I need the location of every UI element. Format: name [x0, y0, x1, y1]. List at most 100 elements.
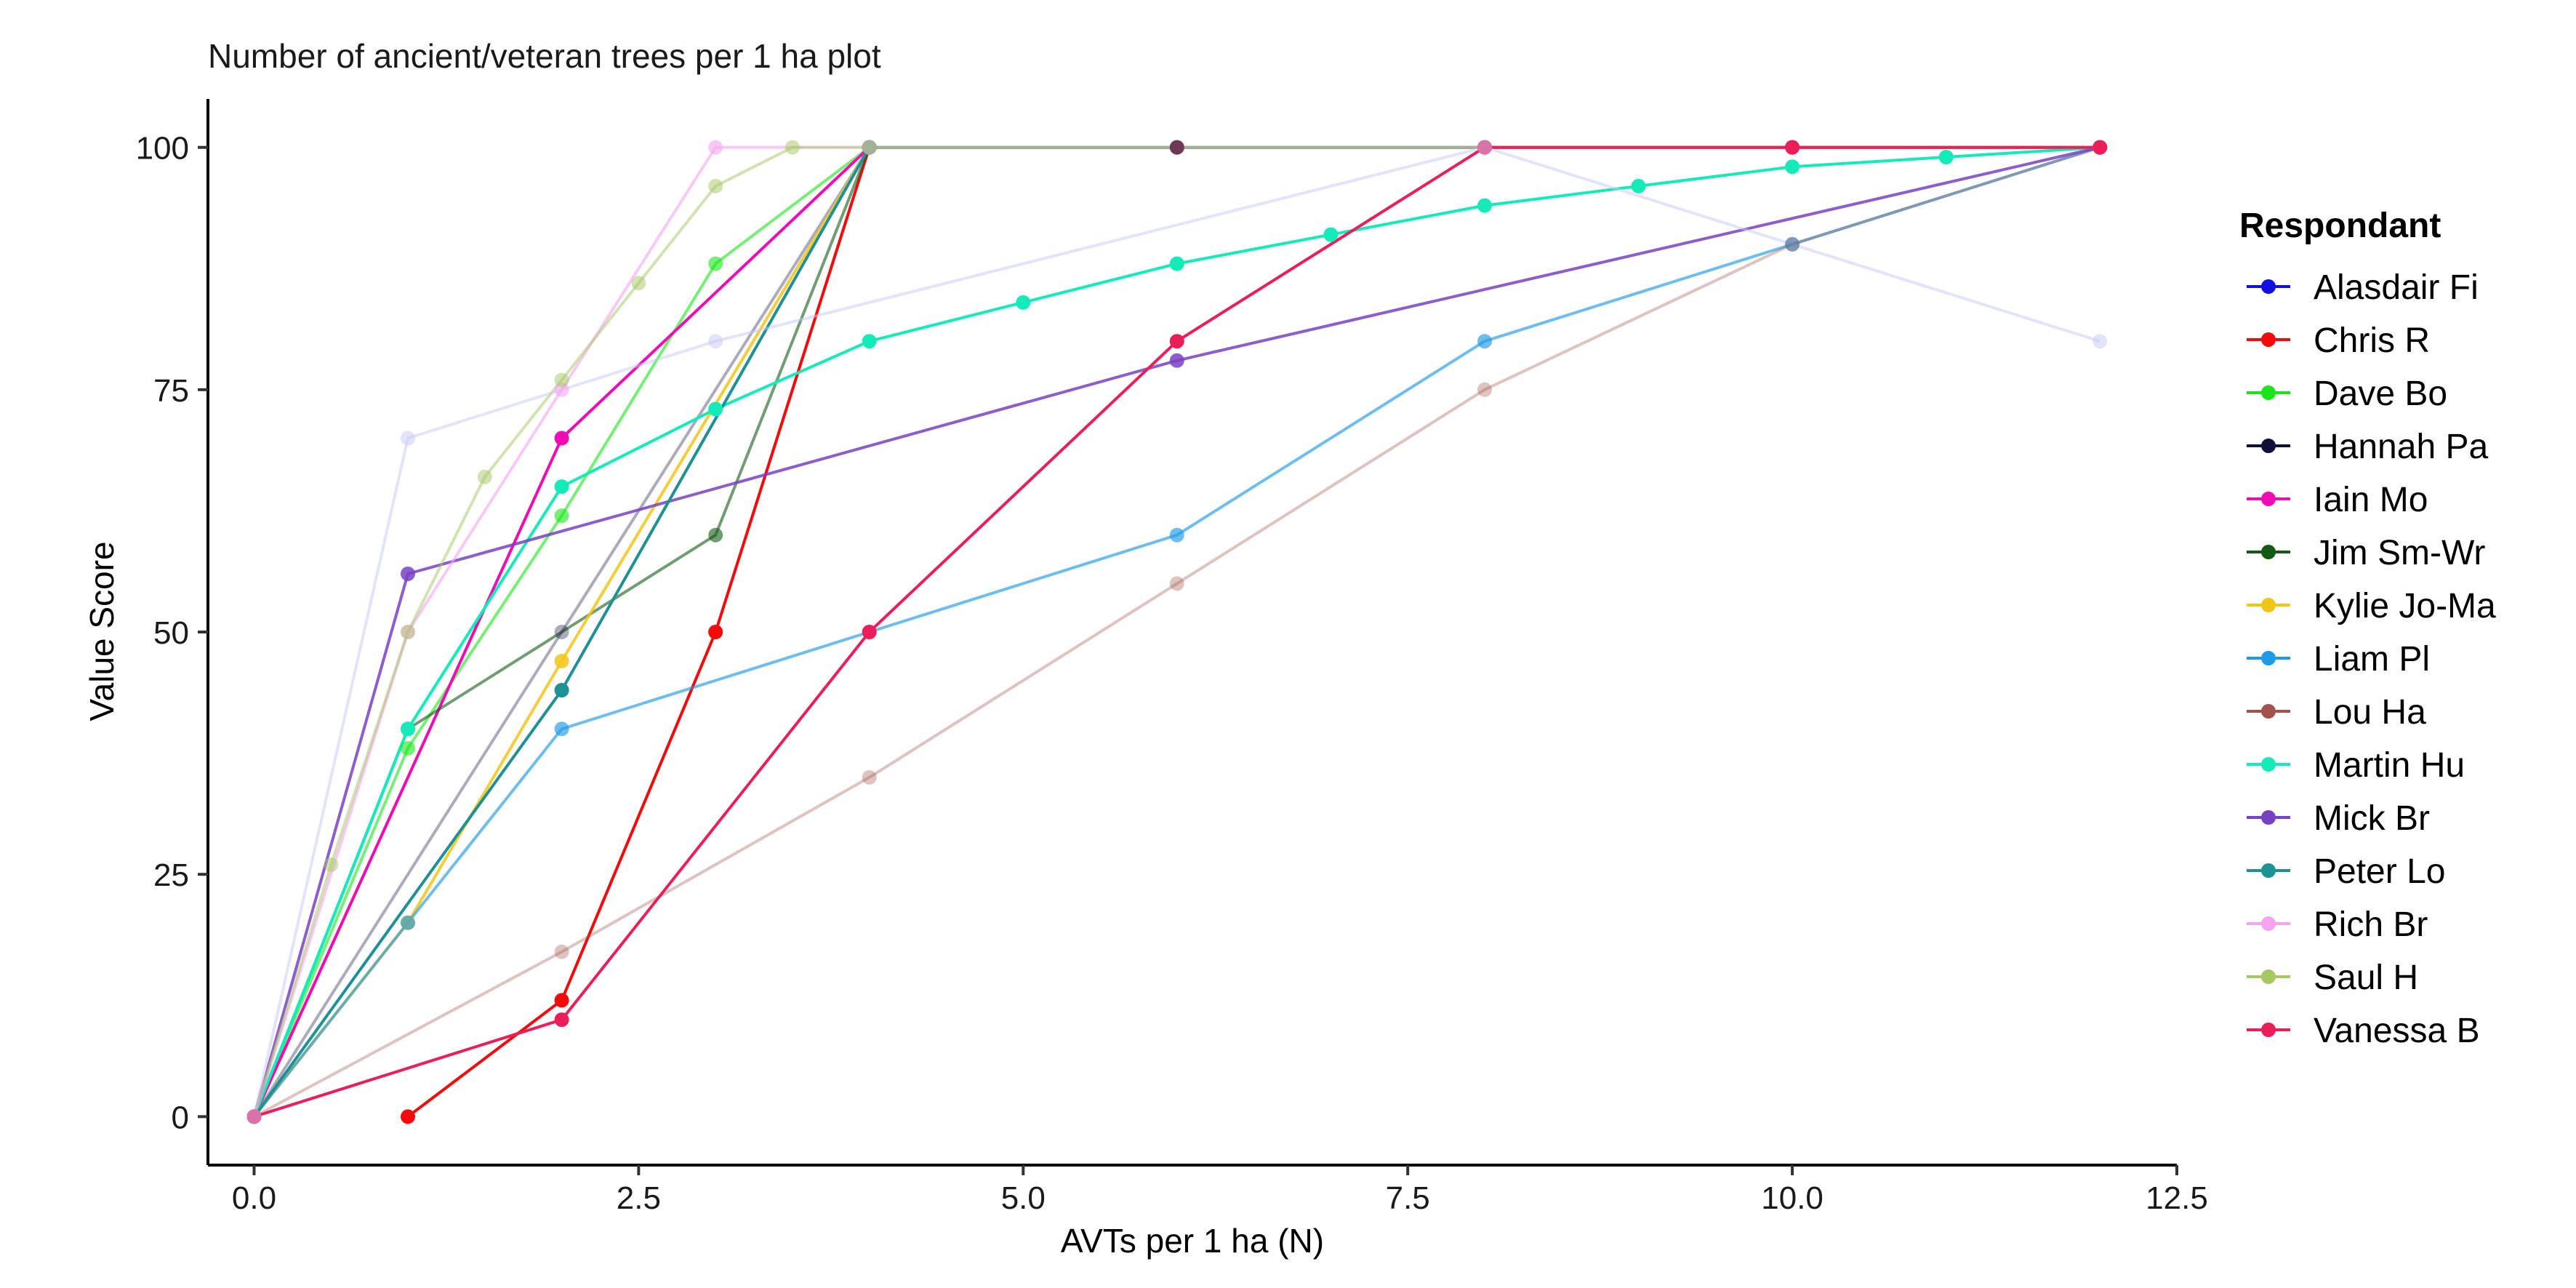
- series-line: [252, 145, 2100, 1118]
- legend-item: Vanessa B: [2247, 1012, 2480, 1050]
- legend-key-point: [2261, 916, 2276, 931]
- data-point: [2093, 334, 2108, 349]
- legend-item: Saul H: [2247, 959, 2418, 997]
- series-line: [252, 145, 2100, 1118]
- x-tick-label: 0.0: [232, 1180, 276, 1216]
- data-point: [1477, 140, 1492, 155]
- legend-label: Rich Br: [2314, 905, 2428, 944]
- data-point: [2093, 140, 2108, 155]
- data-point: [862, 334, 877, 349]
- data-point: [554, 993, 569, 1008]
- legend-key-point: [2261, 1023, 2276, 1037]
- legend-label: Hannah Pa: [2314, 428, 2488, 466]
- data-point: [1169, 334, 1184, 349]
- data-point: [862, 625, 877, 639]
- data-point: [1169, 527, 1184, 543]
- series-line: [252, 145, 2100, 1118]
- legend-label: Chris R: [2314, 321, 2430, 360]
- legend-item: Martin Hu: [2247, 746, 2465, 785]
- data-point: [862, 769, 877, 785]
- data-point: [554, 683, 569, 697]
- series-line: [252, 145, 2100, 1118]
- data-point: [401, 431, 415, 446]
- chart-title: Number of ancient/veteran trees per 1 ha…: [208, 37, 881, 75]
- legend-item: Mick Br: [2247, 799, 2430, 838]
- data-point: [1477, 334, 1492, 349]
- legend: Respondant Alasdair Fi Chris R Dave Bo Hann…: [2239, 207, 2496, 1050]
- legend-key-point: [2261, 757, 2276, 772]
- data-point: [554, 654, 569, 668]
- legend-item: Hannah Pa: [2247, 428, 2488, 466]
- series-line: [252, 145, 2100, 1118]
- legend-label: Iain Mo: [2314, 481, 2428, 519]
- data-point: [1477, 198, 1492, 213]
- series-line: [252, 145, 2100, 1118]
- data-point: [1323, 227, 1339, 242]
- x-tick-label: 10.0: [1761, 1180, 1823, 1216]
- legend-item: Kylie Jo-Ma: [2247, 587, 2496, 625]
- legend-label: Kylie Jo-Ma: [2314, 587, 2496, 625]
- legend-label: Jim Sm-Wr: [2314, 534, 2485, 572]
- legend-label: Alasdair Fi: [2314, 268, 2479, 307]
- data-point: [401, 625, 415, 639]
- legend-item: Jim Sm-Wr: [2247, 534, 2485, 572]
- data-point: [246, 1109, 262, 1124]
- ticks-layer: 0.0 2.5 5.0 7.5 10.0 12.5 0 25 50 75 100: [136, 131, 2208, 1216]
- legend-key-point: [2261, 969, 2276, 984]
- data-point: [708, 256, 723, 271]
- legend-item: Chris R: [2247, 321, 2430, 360]
- series-line: [253, 145, 2100, 1119]
- series-layer: [252, 145, 2100, 1119]
- data-point: [1016, 295, 1031, 310]
- data-point: [554, 1012, 569, 1028]
- data-point: [708, 178, 723, 193]
- data-point: [477, 469, 492, 484]
- legend-key-point: [2261, 492, 2276, 506]
- data-point: [631, 276, 646, 291]
- data-point: [324, 857, 339, 872]
- legend-item: Liam Pl: [2247, 640, 2430, 679]
- legend-key-point: [2261, 704, 2276, 719]
- data-point: [708, 625, 723, 639]
- data-point: [785, 140, 800, 155]
- data-point: [1785, 159, 1800, 175]
- legend-key-point: [2261, 863, 2276, 878]
- x-tick-label: 2.5: [617, 1180, 661, 1216]
- x-tick-label: 12.5: [2146, 1180, 2208, 1216]
- data-point: [1477, 382, 1492, 397]
- series-line: [253, 145, 2100, 1119]
- legend-label: Peter Lo: [2314, 852, 2445, 891]
- y-tick-label: 0: [172, 1100, 189, 1135]
- data-point: [1169, 353, 1184, 368]
- data-point: [554, 479, 569, 495]
- legend-label: Martin Hu: [2314, 746, 2465, 785]
- data-point: [401, 915, 415, 930]
- legend-item: Rich Br: [2247, 905, 2428, 944]
- series-line: [252, 145, 2100, 1118]
- legend-label: Dave Bo: [2314, 375, 2447, 413]
- y-tick-label: 25: [153, 857, 189, 893]
- legend-item: Lou Ha: [2247, 693, 2426, 732]
- legend-label: Vanessa B: [2314, 1012, 2480, 1050]
- x-tick-label: 7.5: [1386, 1180, 1430, 1216]
- legend-label: Liam Pl: [2314, 640, 2430, 679]
- data-point: [1938, 150, 1954, 164]
- legend-label: Saul H: [2314, 959, 2418, 997]
- data-point: [401, 1109, 415, 1124]
- series-line: [252, 145, 2100, 1117]
- data-point: [1785, 140, 1800, 155]
- data-point: [1785, 236, 1800, 252]
- data-point: [554, 508, 569, 524]
- data-point: [708, 334, 723, 349]
- data-point: [1169, 256, 1184, 271]
- data-point: [1169, 576, 1184, 591]
- legend-key-point: [2261, 439, 2276, 453]
- data-point: [554, 431, 569, 446]
- data-point: [401, 721, 415, 737]
- legend-key-point: [2261, 332, 2276, 347]
- legend-key-point: [2261, 598, 2276, 612]
- data-point: [708, 401, 723, 417]
- legend-title: Respondant: [2239, 207, 2441, 245]
- data-point: [401, 567, 415, 581]
